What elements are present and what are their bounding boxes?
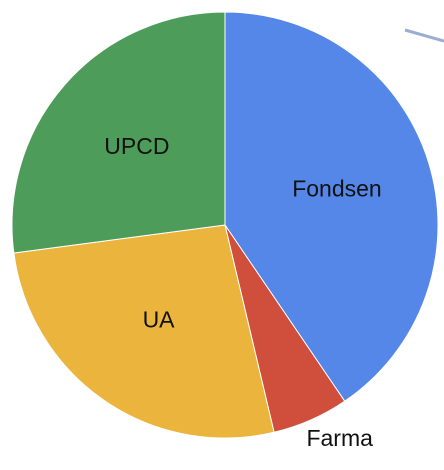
pie-slice [11, 11, 226, 254]
slice-label: UPCD [104, 133, 169, 159]
leader-line [404, 28, 444, 43]
pie-slice [13, 224, 275, 439]
slice-label: Fondsen [292, 176, 382, 202]
pie-slice [224, 11, 439, 402]
slice-label: Farma [306, 425, 373, 451]
slice-label: UA [143, 307, 176, 333]
